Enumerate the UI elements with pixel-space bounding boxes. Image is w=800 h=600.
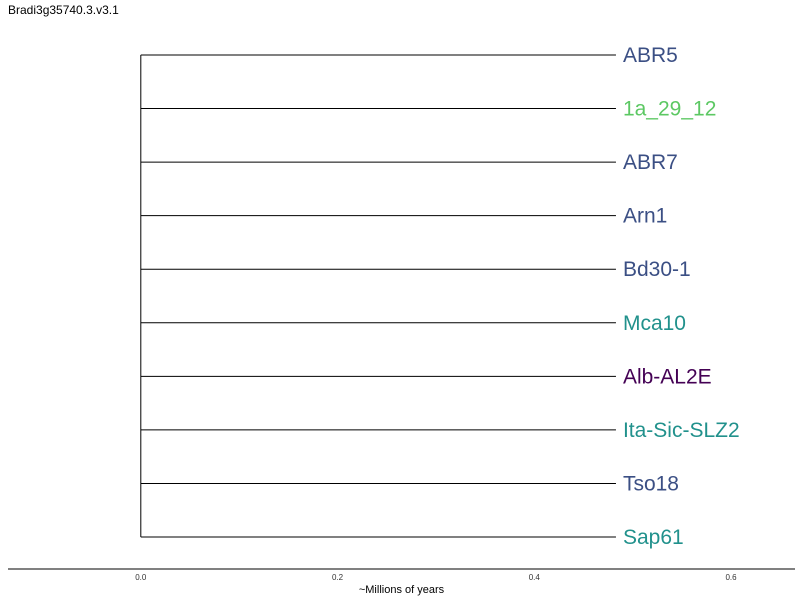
x-tick-label: 0.4 (529, 573, 541, 582)
x-tick-label: 0.0 (135, 573, 147, 582)
x-axis-title: ~Millions of years (359, 584, 445, 596)
x-tick-label: 0.2 (332, 573, 344, 582)
page-title: Bradi3g35740.3.v3.1 (8, 3, 119, 17)
leaf-label-Mca10: Mca10 (623, 312, 686, 335)
leaf-label-ABR7: ABR7 (623, 151, 678, 174)
x-tick-label: 0.6 (725, 573, 737, 582)
leaf-label-Alb-AL2E: Alb-AL2E (623, 365, 712, 388)
leaf-labels: ABR5 1a_29_12 ABR7 Arn1 Bd30-1 Mca10 Alb-AL2E I… (623, 44, 740, 549)
x-axis: 0.0 0.2 0.4 0.6 ~Millions of years (8, 568, 795, 596)
leaf-label-ABR5: ABR5 (623, 44, 678, 67)
leaf-label-Arn1: Arn1 (623, 205, 667, 228)
leaf-label-Ita-Sic-SLZ2: Ita-Sic-SLZ2 (623, 419, 740, 442)
tree-branches (140, 54, 616, 538)
leaf-label-Sap61: Sap61 (623, 526, 684, 549)
leaf-label-Tso18: Tso18 (623, 472, 679, 495)
leaf-label-1a_29_12: 1a_29_12 (623, 98, 716, 121)
leaf-label-Bd30-1: Bd30-1 (623, 258, 691, 281)
